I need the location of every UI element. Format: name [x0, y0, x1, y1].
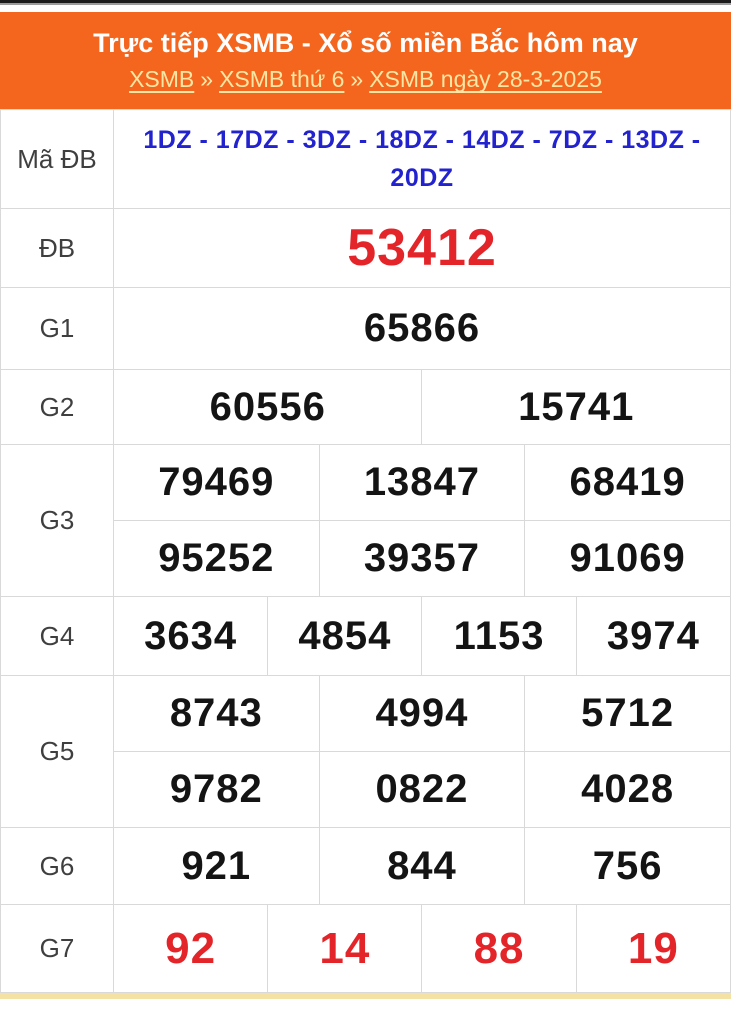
prize-row-g1: G1 65866 [0, 287, 731, 371]
prize-value: 756 [524, 827, 731, 906]
prize-label-ma-db: Mã ĐB [0, 109, 114, 210]
prize-row-g7: G7 92 14 88 19 [0, 904, 731, 994]
prize-value: 19 [575, 904, 731, 994]
breadcrumb-link[interactable]: XSMB thứ 6 [219, 66, 345, 93]
prize-value: 65866 [113, 287, 731, 371]
prize-label-g2: G2 [0, 369, 114, 446]
breadcrumb-link[interactable]: XSMB [129, 66, 195, 93]
breadcrumb-separator: » [350, 66, 364, 93]
prize-value: 92 [112, 904, 269, 994]
prize-value: 39357 [318, 520, 526, 598]
prize-value: 95252 [113, 520, 320, 598]
prize-value: 14 [267, 904, 423, 994]
prize-label-g5: G5 [0, 675, 114, 829]
prize-value: 88 [421, 904, 577, 994]
prize-row-g5: 9782 0822 4028 [1, 751, 731, 829]
prize-value: 3974 [575, 596, 731, 677]
prize-row-g5: G5 8743 4994 5712 [0, 675, 731, 829]
prize-row-g3: 95252 39357 91069 [1, 520, 731, 598]
prize-label-g1: G1 [0, 287, 114, 371]
breadcrumb: XSMB» XSMB thứ 6» XSMB ngày 28-3-2025 [8, 66, 723, 93]
top-status-bar [0, 0, 731, 5]
white-gap [0, 5, 731, 12]
prize-row-db: ĐB 53412 [0, 208, 731, 289]
prize-label-g3: G3 [0, 444, 114, 598]
prize-value: 68419 [524, 444, 731, 522]
prize-value: 4994 [318, 675, 526, 753]
prize-label-db: ĐB [0, 208, 114, 289]
prize-value: 60556 [112, 369, 423, 446]
prize-value: 91069 [524, 520, 731, 598]
prize-value: 4028 [524, 751, 731, 829]
prize-value: 53412 [113, 208, 731, 289]
bottom-strip [0, 993, 731, 1000]
breadcrumb-separator: » [200, 66, 214, 93]
prize-value: 4854 [267, 596, 423, 677]
results-table: Mã ĐB 1DZ - 17DZ - 3DZ - 18DZ - 14DZ - 7D… [0, 109, 731, 994]
prize-value: 0822 [318, 751, 526, 829]
breadcrumb-link[interactable]: XSMB ngày 28-3-2025 [369, 66, 602, 93]
prize-value: 13847 [318, 444, 526, 522]
page-header: Trực tiếp XSMB - Xổ số miền Bắc hôm nay … [0, 12, 731, 110]
prize-value: 921 [113, 827, 320, 906]
prize-value: 9782 [113, 751, 320, 829]
prize-value: 1DZ - 17DZ - 3DZ - 18DZ - 14DZ - 7DZ - 1… [113, 109, 731, 210]
prize-value: 79469 [113, 444, 320, 522]
prize-row-g6: G6 921 844 756 [0, 827, 731, 906]
prize-row-g2: G2 60556 15741 [0, 369, 731, 446]
prize-row-g3: G3 79469 13847 68419 [0, 444, 731, 598]
prize-value: 5712 [524, 675, 731, 753]
prize-value: 8743 [113, 675, 320, 753]
prize-value: 3634 [112, 596, 269, 677]
prize-row-g4: G4 3634 4854 1153 3974 [0, 596, 731, 677]
prize-row-ma-db: Mã ĐB 1DZ - 17DZ - 3DZ - 18DZ - 14DZ - 7D… [0, 109, 731, 210]
prize-label-g7: G7 [0, 904, 114, 994]
prize-label-g6: G6 [0, 827, 114, 906]
prize-label-g4: G4 [0, 596, 114, 677]
page-title: Trực tiếp XSMB - Xổ số miền Bắc hôm nay [93, 28, 638, 58]
prize-value: 15741 [421, 369, 731, 446]
prize-value: 844 [318, 827, 526, 906]
prize-value: 1153 [421, 596, 577, 677]
